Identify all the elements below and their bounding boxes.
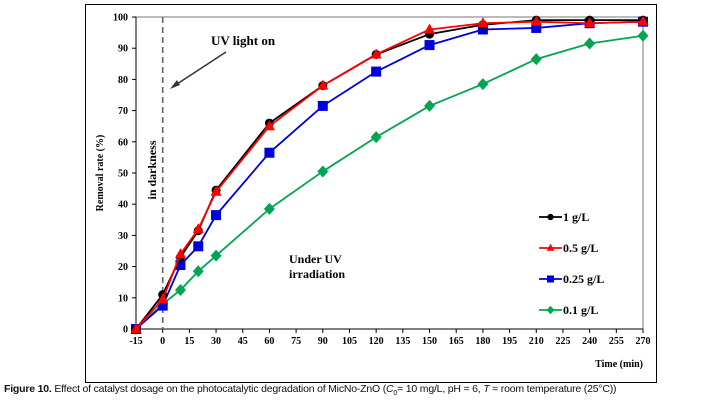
data-point — [317, 100, 328, 111]
legend-item: 0.5 g/L — [539, 241, 598, 255]
data-point — [263, 120, 275, 131]
x-tick-label: 165 — [449, 336, 464, 347]
caption-t: T — [483, 383, 490, 395]
x-tick-label: -15 — [129, 336, 142, 347]
data-point — [531, 22, 542, 33]
caption-c-sub: 0 — [393, 390, 398, 398]
x-axis-label: Time (min) — [595, 359, 643, 370]
x-tick-label: 45 — [238, 336, 248, 347]
y-tick-label: 80 — [118, 75, 128, 86]
legend-marker — [546, 243, 555, 251]
x-tick-label: 60 — [264, 336, 274, 347]
data-point — [157, 293, 169, 304]
legend: 1 g/L 0.5 g/L 0.25 g/L 0.1 g/L — [539, 210, 604, 317]
arrow-line — [173, 51, 227, 87]
x-tick-label: 15 — [184, 336, 194, 347]
y-tick-label: 30 — [118, 231, 128, 242]
x-tick-label: 210 — [529, 336, 544, 347]
data-point — [263, 202, 275, 215]
x-tick-label: 75 — [291, 336, 301, 347]
data-point — [193, 241, 204, 252]
data-point — [530, 15, 542, 26]
legend-label: 0.25 g/L — [563, 272, 604, 286]
x-tick-label: 195 — [502, 336, 517, 347]
caption-text: Effect of catalyst dosage on the photoca… — [51, 383, 387, 395]
x-tick-label: 180 — [475, 336, 490, 347]
x-tick-label: 255 — [609, 336, 624, 347]
data-point — [530, 53, 542, 66]
legend-marker — [547, 275, 554, 283]
y-tick-label: 10 — [118, 293, 128, 304]
arrow-head-icon — [170, 80, 180, 89]
y-tick-label: 90 — [118, 44, 128, 55]
x-tick-label: 240 — [582, 336, 597, 347]
y-tick-label: 0 — [123, 325, 128, 336]
data-point — [477, 17, 489, 28]
data-point — [175, 260, 186, 271]
legend-item: 0.25 g/L — [539, 272, 604, 286]
data-point — [210, 185, 222, 196]
data-point — [477, 78, 489, 91]
y-tick-label: 70 — [118, 106, 128, 117]
data-point — [211, 210, 222, 221]
data-point — [192, 223, 204, 234]
legend-item: 1 g/L — [539, 210, 589, 224]
legend-label: 0.5 g/L — [563, 241, 598, 255]
annotation-uv-light-on: UV light on — [211, 33, 276, 48]
data-point — [477, 24, 488, 35]
y-tick-label: 100 — [113, 13, 128, 24]
data-point — [637, 15, 649, 26]
y-axis-label: Removal rate (%) — [95, 135, 106, 212]
y-tick-label: 60 — [118, 137, 128, 148]
data-point — [584, 17, 596, 28]
data-point — [174, 284, 186, 296]
annotation-under-uv: Under UV — [289, 252, 342, 266]
data-point — [192, 265, 204, 278]
data-point — [424, 99, 436, 112]
caption-c: C — [386, 383, 394, 395]
y-tick-label: 40 — [118, 200, 128, 211]
x-tick-label: 30 — [211, 336, 221, 347]
chart-frame — [85, 4, 657, 383]
legend-marker — [547, 213, 554, 221]
data-point — [210, 249, 222, 262]
legend-label: 1 g/L — [563, 210, 589, 224]
data-point — [157, 300, 168, 311]
x-tick-label: 150 — [422, 336, 437, 347]
data-point — [264, 147, 275, 158]
data-point — [317, 79, 329, 90]
data-point — [317, 165, 329, 178]
x-tick-label: 90 — [318, 336, 328, 347]
data-point — [371, 66, 382, 77]
x-tick-label: 105 — [342, 336, 357, 347]
x-tick-label: 225 — [555, 336, 570, 347]
annotation-irradiation: irradiation — [289, 267, 345, 281]
x-tick-label: 0 — [160, 336, 165, 347]
annotation-in-darkness: in darkness — [145, 140, 159, 199]
x-tick-label: 270 — [636, 336, 651, 347]
caption-text-after: = room temperature (25°C)) — [489, 383, 617, 395]
caption-text-mid: = 10 mg/L, pH = 6, — [397, 383, 484, 395]
data-point — [370, 131, 382, 144]
y-tick-label: 50 — [118, 169, 128, 180]
x-tick-label: 135 — [395, 336, 410, 347]
data-point — [130, 323, 142, 333]
data-point — [637, 29, 649, 42]
series-0-1-g-L — [130, 29, 649, 335]
legend-marker — [546, 305, 555, 315]
figure-caption: Figure 10. Effect of catalyst dosage on … — [4, 383, 617, 398]
caption-label: Figure 10. — [4, 383, 52, 395]
y-tick-label: 20 — [118, 262, 128, 273]
data-point — [584, 37, 596, 50]
data-point — [174, 248, 186, 259]
x-tick-label: 120 — [369, 336, 384, 347]
data-point — [370, 48, 382, 59]
data-point — [424, 40, 435, 51]
legend-label: 0.1 g/L — [563, 303, 598, 317]
data-point — [424, 23, 436, 34]
legend-item: 0.1 g/L — [539, 303, 598, 317]
series-0-5-g-L — [130, 15, 649, 333]
